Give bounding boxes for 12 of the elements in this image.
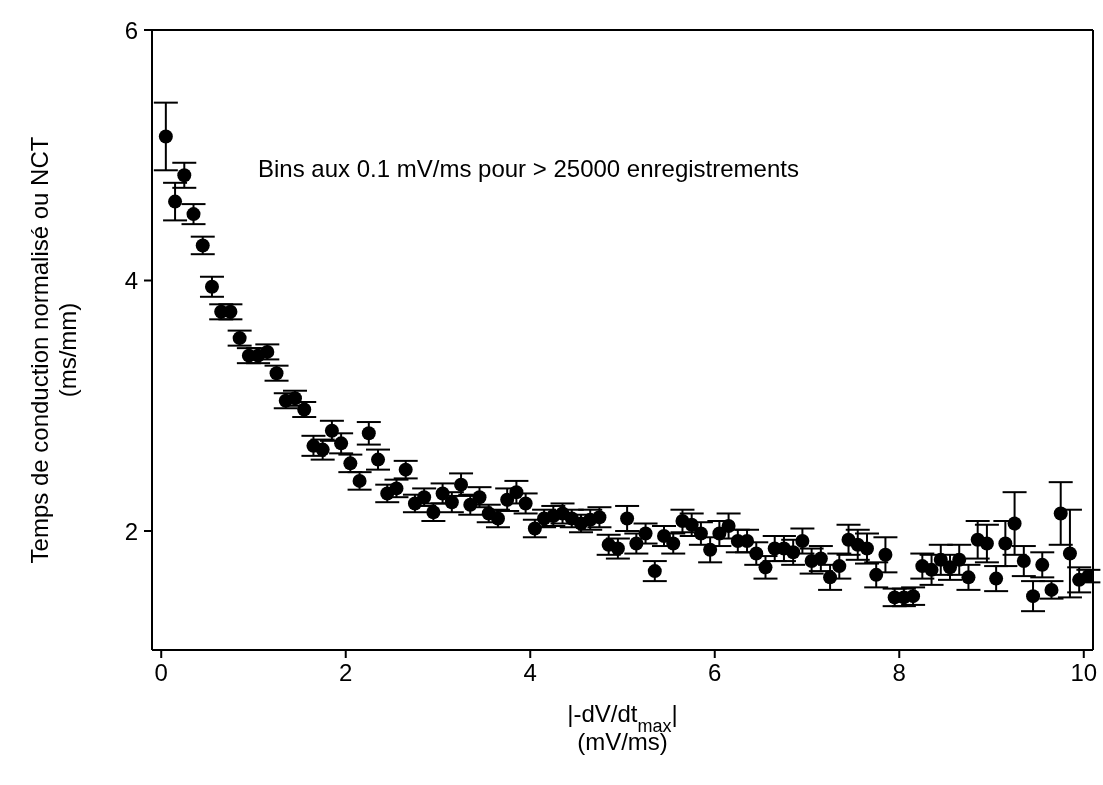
x-tick-label: 8 — [892, 659, 906, 687]
x-tick-label: 10 — [1070, 659, 1098, 687]
annotation: Bins aux 0.1 mV/ms pour > 25000 enregistrements — [258, 155, 799, 183]
x-tick-label: 0 — [154, 659, 168, 687]
x-tick-label: 2 — [339, 659, 353, 687]
x-tick-label: 4 — [523, 659, 537, 687]
x-tick-label: 6 — [708, 659, 722, 687]
y-tick-label: 2 — [124, 517, 138, 545]
x-axis-title: |-dV/dt$_{max}$| (mV/ms) — [567, 700, 678, 755]
y-tick-label: 6 — [124, 16, 138, 44]
y-axis-title: Temps de conduction normalisé ou NCT (ms/mm) — [26, 136, 81, 564]
y-tick-label: 4 — [124, 267, 138, 295]
